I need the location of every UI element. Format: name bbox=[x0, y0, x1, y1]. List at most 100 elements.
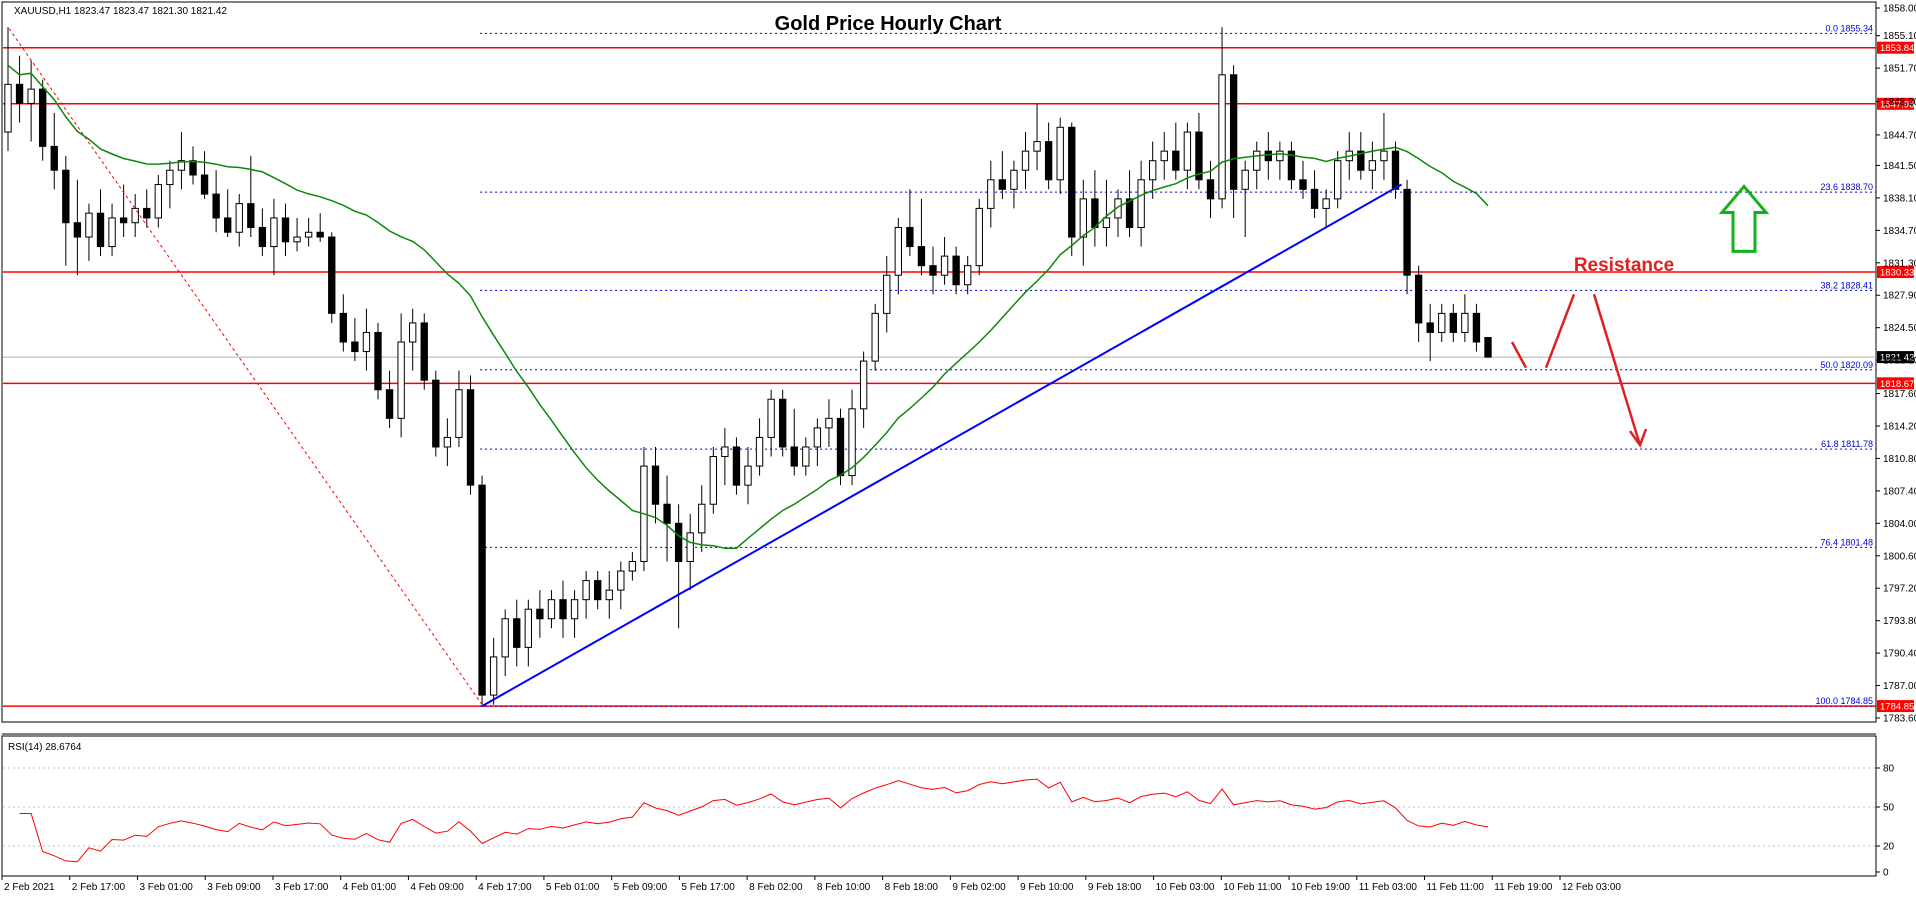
candle-body bbox=[432, 379, 440, 448]
candle-body bbox=[709, 456, 717, 505]
candle-body bbox=[119, 217, 128, 224]
main-panel-frame bbox=[1, 1, 1877, 723]
candle-body bbox=[351, 341, 359, 353]
candle-body bbox=[362, 331, 371, 353]
rsi-layer: 80 50 20 0 bbox=[3, 764, 1895, 879]
x-tick-label: 3 Feb 01:00 bbox=[139, 882, 193, 893]
candle-body bbox=[200, 174, 209, 195]
trend-line bbox=[481, 183, 1402, 707]
y-tick-label: 1838.10 bbox=[1883, 193, 1916, 204]
candle-body bbox=[455, 389, 463, 438]
scenario-arrow-drop bbox=[1592, 293, 1642, 446]
candle-body bbox=[906, 226, 914, 248]
candle-body bbox=[1056, 126, 1064, 181]
candle-body bbox=[409, 322, 417, 343]
y-tick-label: 1783.60 bbox=[1883, 714, 1916, 725]
candle-body bbox=[1068, 126, 1076, 238]
candle-body bbox=[1334, 160, 1342, 200]
y-tick-label: 1814.20 bbox=[1883, 421, 1916, 432]
candle-body bbox=[1299, 179, 1307, 190]
candle-body bbox=[617, 570, 625, 591]
candle-body bbox=[1484, 337, 1492, 358]
candle-body bbox=[628, 560, 637, 572]
candle-body bbox=[1044, 141, 1053, 181]
candle-body bbox=[859, 360, 868, 410]
candle-body bbox=[1195, 131, 1203, 181]
candle-body bbox=[755, 436, 764, 467]
candle-body bbox=[304, 231, 313, 238]
candle-body bbox=[1391, 150, 1400, 190]
candle-body bbox=[235, 203, 243, 233]
y-tick-label: 1804.00 bbox=[1883, 519, 1916, 530]
x-tick-label: 10 Feb 11:00 bbox=[1223, 882, 1282, 893]
candle-body bbox=[1322, 198, 1330, 209]
y-tick-label: 1824.50 bbox=[1883, 323, 1916, 334]
candle-body bbox=[964, 265, 972, 286]
candle-body bbox=[1264, 150, 1272, 162]
level-price-tag bbox=[1877, 97, 1914, 110]
candle-body bbox=[836, 417, 845, 477]
y-tick-label: 1790.40 bbox=[1883, 649, 1916, 660]
x-tick-label: 8 Feb 18:00 bbox=[885, 882, 939, 893]
x-tick-label: 9 Feb 18:00 bbox=[1088, 882, 1142, 893]
scenario-arrow-drop-head bbox=[1628, 428, 1648, 448]
candle-body bbox=[293, 236, 301, 243]
y-tick-label: 1844.70 bbox=[1883, 130, 1916, 141]
x-tick-label: 4 Feb 17:00 bbox=[478, 882, 532, 893]
candle-body bbox=[420, 322, 428, 381]
candle-body bbox=[281, 217, 290, 243]
candle-body bbox=[478, 484, 486, 696]
candle-body bbox=[686, 532, 694, 562]
x-tick-label: 11 Feb 03:00 bbox=[1359, 882, 1418, 893]
candle-body bbox=[524, 608, 532, 648]
moving-average-line bbox=[7, 64, 1489, 549]
candle-body bbox=[258, 226, 267, 248]
level-price-label: 1784.85 bbox=[1880, 702, 1914, 713]
candle-body bbox=[802, 446, 810, 467]
candle-body bbox=[790, 446, 798, 467]
current-price-tag bbox=[1877, 351, 1914, 364]
candle-body bbox=[339, 312, 347, 343]
candle-body bbox=[50, 145, 58, 171]
candle-body bbox=[489, 656, 498, 696]
candle-body bbox=[108, 217, 116, 248]
level-price-tag bbox=[1877, 41, 1914, 54]
candle-body bbox=[1160, 150, 1168, 162]
candle-body bbox=[4, 83, 12, 133]
candle-body bbox=[189, 160, 197, 176]
candle-body bbox=[987, 179, 995, 209]
candle-body bbox=[1183, 131, 1192, 171]
y-tick-label: 1817.60 bbox=[1883, 389, 1916, 400]
candle-body bbox=[1287, 150, 1296, 181]
candle-body bbox=[1021, 150, 1030, 171]
candle-body bbox=[975, 207, 983, 267]
level-price-label: 1830.33 bbox=[1880, 268, 1914, 279]
candle-body bbox=[1461, 312, 1469, 333]
candle-body bbox=[143, 207, 151, 219]
rsi-label: RSI(14) 28.6764 bbox=[8, 742, 82, 753]
candle-body bbox=[62, 169, 70, 224]
candle-body bbox=[767, 398, 775, 438]
green-up-arrow-icon bbox=[1718, 184, 1770, 253]
candle-body bbox=[1368, 160, 1377, 171]
candle-body bbox=[663, 503, 671, 524]
candle-body bbox=[998, 179, 1007, 190]
candle-body bbox=[1125, 198, 1134, 228]
candle-body bbox=[1102, 217, 1111, 228]
candle-body bbox=[744, 465, 752, 486]
candle-body bbox=[15, 83, 24, 104]
candle-body bbox=[1137, 179, 1145, 228]
symbol-info: XAUUSD,H1 1823.47 1823.47 1821.30 1821.4… bbox=[14, 6, 227, 17]
candle-body bbox=[177, 160, 186, 171]
levels-layer: 1853.84 1847.96 1830.33 1818.67 1784.85 0.0 1… bbox=[3, 23, 1914, 713]
candle-body bbox=[513, 618, 521, 648]
axis-layer: 1858.00 1855.10 1851.70 1848.20 1844.70 1841.… bbox=[1, 4, 1916, 893]
candle-body bbox=[940, 255, 949, 276]
fib-level-label: 38.2 1828.41 bbox=[1820, 280, 1873, 290]
y-tick-label: 1821.10 bbox=[1883, 356, 1916, 367]
candle-body bbox=[27, 88, 35, 104]
candle-body bbox=[85, 212, 93, 238]
candle-body bbox=[582, 580, 590, 601]
scenario-arrow-dip bbox=[1510, 341, 1528, 369]
